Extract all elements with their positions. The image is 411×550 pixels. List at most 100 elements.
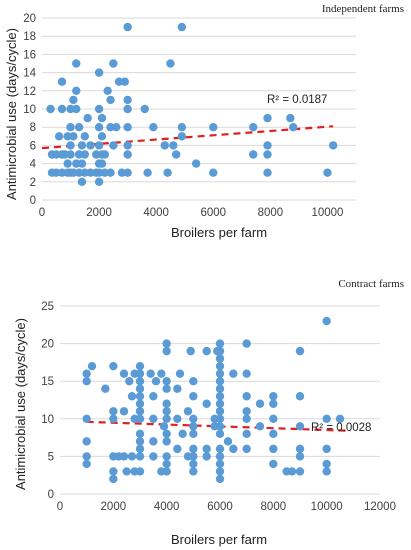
data-point [295, 467, 305, 476]
data-point [328, 141, 338, 150]
data-point [295, 452, 305, 461]
data-point [112, 123, 121, 132]
y-axis-title: Antimicrobial use (days/cycle) [13, 318, 28, 490]
data-point [269, 444, 278, 454]
chart-points [82, 316, 345, 484]
data-point [109, 141, 118, 150]
data-point [322, 459, 331, 469]
data-point [162, 414, 171, 423]
data-point [140, 104, 149, 114]
data-point [263, 113, 272, 123]
data-point [215, 467, 225, 476]
y-axis-title: Antimicrobial use (days/cycle) [4, 28, 19, 200]
x-tick-label: 2000 [86, 207, 112, 219]
chart-gridlines [42, 17, 356, 201]
data-point [173, 414, 182, 423]
data-point [189, 467, 198, 476]
data-point [162, 452, 171, 461]
data-point [149, 452, 158, 461]
data-point [123, 168, 132, 177]
data-point [149, 123, 158, 132]
data-point [289, 123, 298, 132]
data-point [123, 141, 132, 150]
chart-x-tick-labels: 0 2000 4000 6000 8000 10000 [39, 207, 344, 219]
data-point [94, 123, 104, 132]
data-point [189, 429, 198, 439]
data-point [69, 95, 78, 105]
x-tick-label: 6000 [200, 207, 226, 219]
x-axis-title: Broilers per farm [171, 532, 267, 547]
y-tick-label: 20 [41, 339, 54, 351]
data-point [242, 392, 251, 401]
chart-caption: Contract farms [338, 278, 404, 290]
data-point [123, 104, 132, 114]
data-point [127, 392, 137, 401]
r-squared-label: R² = 0.0028 [311, 422, 371, 434]
data-point [162, 339, 171, 348]
y-tick-label: 6 [30, 140, 36, 152]
data-point [162, 377, 171, 386]
data-point [229, 444, 238, 454]
data-point [162, 399, 171, 408]
data-point [183, 407, 193, 416]
data-point [159, 422, 169, 431]
y-tick-label: 16 [23, 49, 36, 61]
y-tick-label: 5 [48, 451, 54, 463]
y-tick-label: 10 [23, 104, 36, 116]
data-point [94, 104, 104, 114]
data-point [162, 429, 171, 439]
data-point [169, 141, 178, 150]
data-point [135, 399, 145, 408]
data-point [173, 444, 182, 454]
data-point [229, 369, 238, 378]
y-tick-label: 18 [23, 31, 36, 43]
data-point [177, 22, 187, 32]
data-point [135, 414, 145, 423]
data-point [135, 467, 145, 476]
data-point [94, 68, 104, 77]
data-point [135, 392, 145, 401]
data-point [242, 339, 251, 348]
y-tick-label: 15 [41, 376, 54, 388]
data-point [106, 95, 115, 105]
y-tick-label: 14 [23, 68, 36, 80]
data-point [215, 377, 225, 386]
data-point [249, 150, 258, 159]
data-point [269, 459, 278, 469]
data-point [119, 407, 129, 416]
data-point [242, 407, 251, 416]
data-point [215, 407, 225, 416]
data-point [215, 392, 225, 401]
data-point [191, 159, 201, 168]
data-point [72, 104, 81, 114]
data-point [162, 459, 171, 469]
data-point [123, 123, 132, 132]
data-point [295, 392, 305, 401]
data-point [173, 384, 182, 393]
data-point [123, 22, 132, 32]
data-point [215, 414, 225, 423]
data-point [72, 86, 81, 96]
chart-y-tick-labels: 0 5 10 15 20 25 [41, 301, 54, 501]
data-point [123, 150, 132, 159]
data-point [215, 422, 225, 431]
data-point [122, 467, 131, 476]
data-point [106, 168, 115, 177]
data-point [109, 361, 118, 371]
data-point [135, 407, 145, 416]
data-point [177, 132, 187, 141]
x-tick-label: 10000 [311, 501, 343, 513]
data-point [223, 437, 233, 446]
data-point [242, 444, 251, 454]
y-tick-label: 0 [48, 489, 54, 501]
data-point [323, 168, 332, 177]
data-point [215, 459, 225, 469]
data-point [269, 429, 278, 439]
data-point [146, 369, 155, 378]
data-point [287, 467, 297, 476]
data-point [242, 369, 251, 378]
data-point [82, 414, 91, 423]
data-point [335, 414, 345, 423]
data-point [66, 123, 75, 132]
